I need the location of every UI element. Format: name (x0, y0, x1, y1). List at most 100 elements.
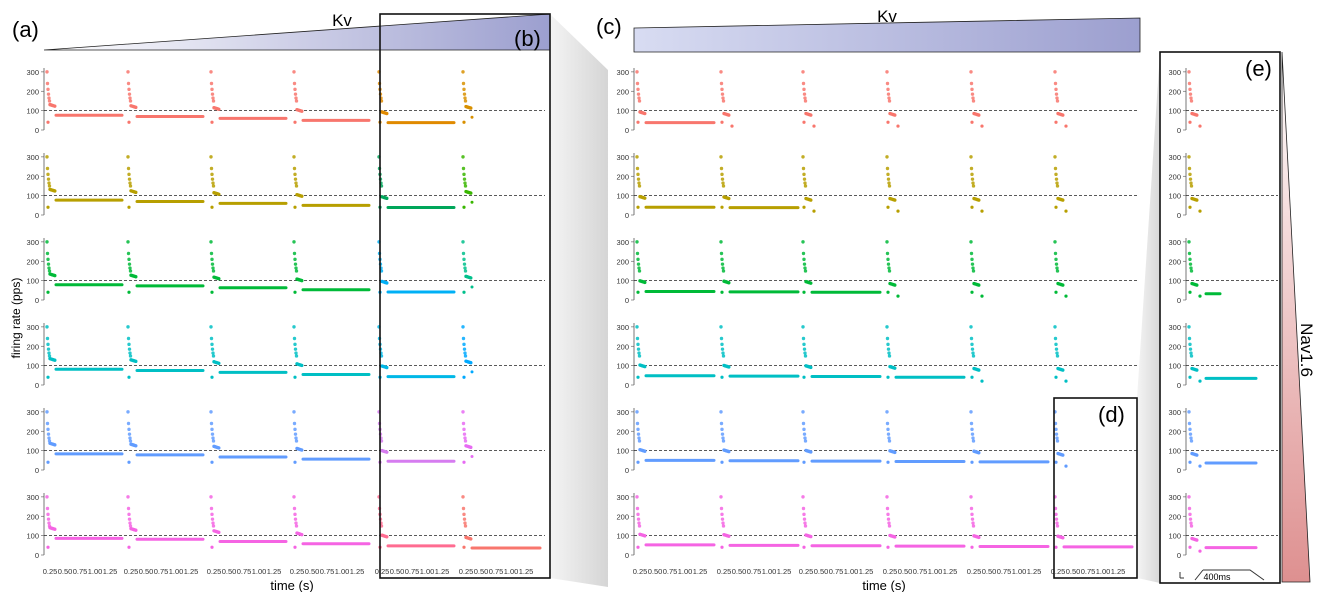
y-tick-label: 100 (1168, 192, 1181, 201)
burst-point (128, 181, 132, 185)
dip-point (210, 120, 214, 124)
burst-point (292, 421, 297, 426)
burst-point (970, 517, 975, 521)
burst-point (636, 427, 640, 432)
burst-point (127, 257, 131, 262)
x-tick-label: 0.75 (489, 567, 504, 576)
burst-point (636, 172, 640, 177)
burst-point (1053, 325, 1057, 329)
y-tick-label: 200 (1168, 172, 1181, 181)
dip-point (802, 120, 806, 124)
y-tick-label: 300 (1168, 68, 1181, 77)
burst-point (886, 342, 890, 347)
burst-point (635, 240, 639, 244)
transient-point (469, 361, 473, 365)
transient-point (977, 368, 981, 372)
y-tick-label: 300 (26, 493, 39, 502)
dip-point (802, 545, 806, 549)
burst-point (127, 262, 132, 266)
burst-point (636, 87, 640, 92)
y-tick-label: 300 (616, 323, 629, 332)
burst-point (971, 521, 975, 525)
burst-point (1054, 262, 1059, 266)
burst-point (1054, 92, 1059, 96)
transient-point (1061, 198, 1065, 202)
burst-point (1187, 410, 1191, 414)
dip-point (970, 545, 974, 549)
x-tick-label: 0.50 (648, 567, 663, 576)
dip-point (636, 120, 640, 124)
y-tick-label: 200 (616, 512, 629, 521)
burst-point (211, 184, 216, 188)
burst-point (462, 92, 467, 96)
burst-point (293, 177, 298, 181)
burst-point (886, 432, 891, 436)
burst-point (1054, 342, 1058, 347)
burst-point (801, 240, 805, 244)
dip-point (886, 120, 890, 124)
dip-point (46, 460, 50, 464)
late-point (1064, 464, 1068, 468)
dip-point (802, 375, 806, 379)
burst-point (801, 155, 805, 159)
burst-point (636, 517, 641, 521)
x-tick-label: 1.25 (859, 567, 874, 576)
burst-point (887, 439, 892, 443)
burst-point (971, 184, 976, 188)
burst-point (294, 354, 299, 358)
dip-point (293, 120, 297, 124)
y-tick-label: 300 (26, 238, 39, 247)
transient-point (1061, 113, 1065, 117)
burst-point (1189, 99, 1194, 103)
x-tick-label: 0.75 (829, 567, 844, 576)
x-tick-label: 1.00 (420, 567, 435, 576)
burst-point (802, 432, 807, 436)
transient-point (809, 281, 813, 285)
burst-point (635, 410, 639, 414)
burst-point (1189, 96, 1193, 100)
burst-point (128, 524, 133, 528)
burst-point (803, 266, 807, 270)
burst-point (637, 524, 642, 528)
burst-point (636, 347, 641, 351)
x-tick-label: 0.25 (124, 567, 139, 576)
dip-point (293, 375, 297, 379)
late-point (1198, 464, 1202, 468)
x-tick-label: 0.50 (982, 567, 997, 576)
burst-point (635, 495, 639, 499)
transient-point (217, 107, 221, 111)
burst-point (294, 99, 299, 103)
burst-point (126, 81, 131, 86)
y-tick-label: 0 (1177, 381, 1181, 390)
burst-point (969, 410, 973, 414)
y-tick-label: 200 (26, 512, 39, 521)
dip-point (1054, 460, 1058, 464)
burst-point (886, 262, 891, 266)
dip-point (802, 460, 806, 464)
transient-point (469, 106, 473, 110)
burst-point (46, 512, 50, 517)
dip-point (970, 290, 974, 294)
burst-point (803, 96, 807, 100)
burst-point (127, 512, 131, 517)
transient-point (300, 278, 304, 283)
burst-point (721, 439, 726, 443)
transient-point (469, 276, 473, 280)
late-point (896, 294, 900, 298)
burst-point (462, 512, 466, 517)
burst-point (637, 521, 641, 525)
burst-point (47, 266, 51, 270)
burst-point (885, 410, 889, 414)
burst-point (970, 427, 974, 432)
burst-point (294, 181, 298, 185)
burst-point (292, 251, 297, 256)
burst-point (209, 495, 213, 499)
y-tick-label: 0 (625, 126, 629, 135)
burst-point (887, 99, 892, 103)
burst-point (294, 266, 298, 270)
burst-point (461, 410, 465, 414)
burst-point (209, 70, 213, 74)
burst-point (1055, 439, 1060, 443)
burst-point (462, 262, 467, 266)
burst-point (971, 269, 976, 273)
